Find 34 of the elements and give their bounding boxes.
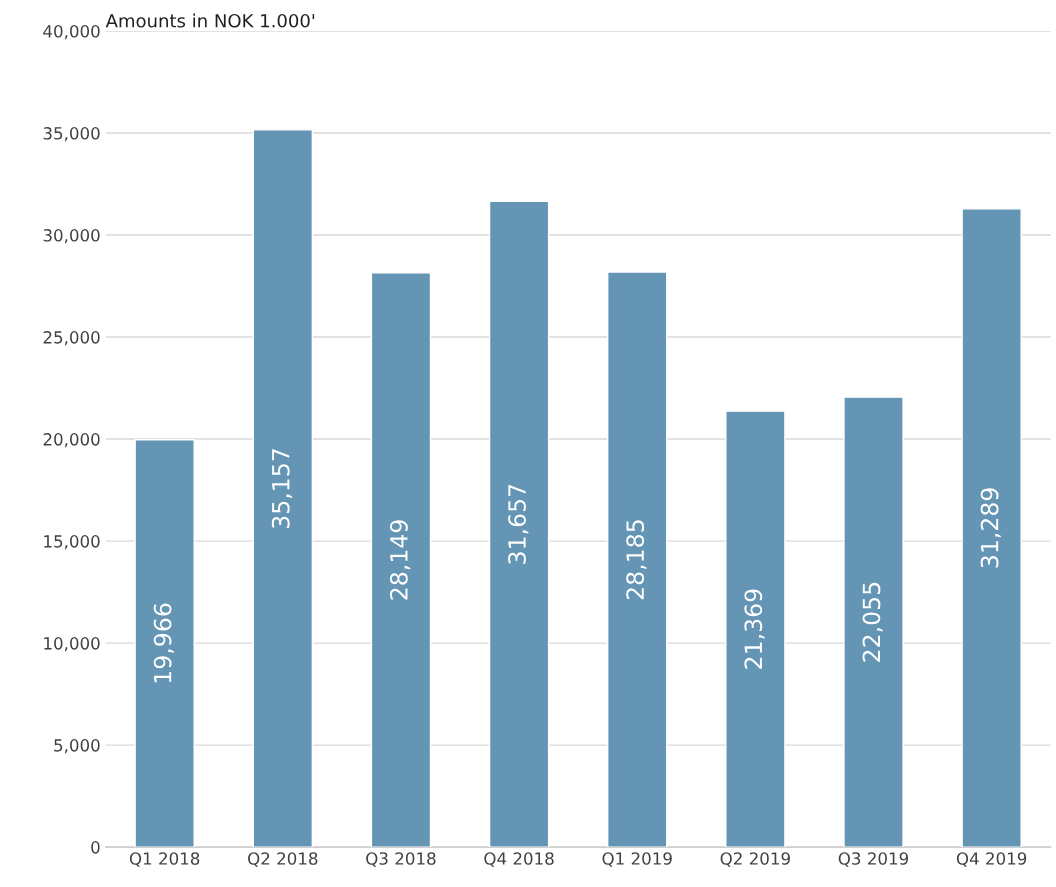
x-tick-label: Q2 2019 [720,852,790,867]
y-tick-label: 15,000 [44,535,100,550]
y-tick-label: 20,000 [43,433,100,448]
y-tick-label: 30,000 [43,229,100,244]
x-tick-label: Q1 2018 [129,852,200,867]
y-tick-label: 35,000 [43,127,100,142]
data-label: 21,369 [744,589,765,669]
x-tick-label: Q4 2018 [484,852,554,867]
y-tick-label: 5,000 [54,739,100,754]
data-label: 22,055 [862,582,883,662]
y-tick-label: 10,000 [44,637,100,652]
bar [606,271,668,848]
x-tick-label: Q4 2019 [956,852,1027,867]
y-tick-label: 40,000 [43,25,100,40]
bar [134,439,195,848]
bar [370,272,432,848]
data-label: 31,289 [980,488,1001,568]
data-label: 19,966 [153,603,174,683]
data-label: 31,657 [508,484,529,564]
x-tick-label: Q3 2019 [838,852,909,867]
bar [488,200,550,848]
data-label: 28,149 [389,520,411,600]
bar [252,129,314,848]
x-tick-label: Q1 2019 [602,852,672,867]
y-tick-label: 25,000 [43,331,100,346]
x-tick-label: Q3 2018 [366,852,436,867]
bar [843,396,904,848]
data-label: 35,157 [271,449,293,528]
data-label: 28,185 [626,520,647,600]
y-tick-label: 0 [91,841,100,854]
y-axis-title: Amounts in NOK 1.000' [105,13,315,28]
bar [725,410,786,848]
bar [961,208,1022,848]
x-tick-label: Q2 2018 [248,852,318,867]
